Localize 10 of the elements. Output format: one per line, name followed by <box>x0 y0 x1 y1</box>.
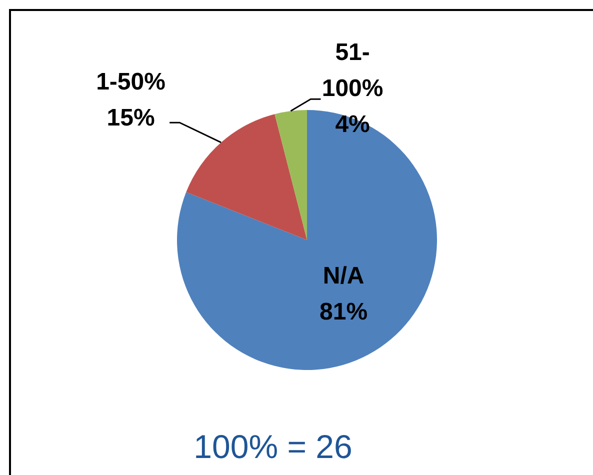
data-label: 15% <box>106 104 155 132</box>
data-label: 4% <box>335 110 370 138</box>
slice-label: 51-100% <box>322 38 384 102</box>
slice-label: N/A <box>322 262 364 290</box>
pie-slice <box>177 110 437 370</box>
pie-slice <box>274 110 307 240</box>
data-label: 81% <box>320 298 368 326</box>
pie-slice <box>186 114 307 240</box>
text: 100% = 26 <box>194 428 352 465</box>
slice-label: 1-50% <box>96 68 166 96</box>
